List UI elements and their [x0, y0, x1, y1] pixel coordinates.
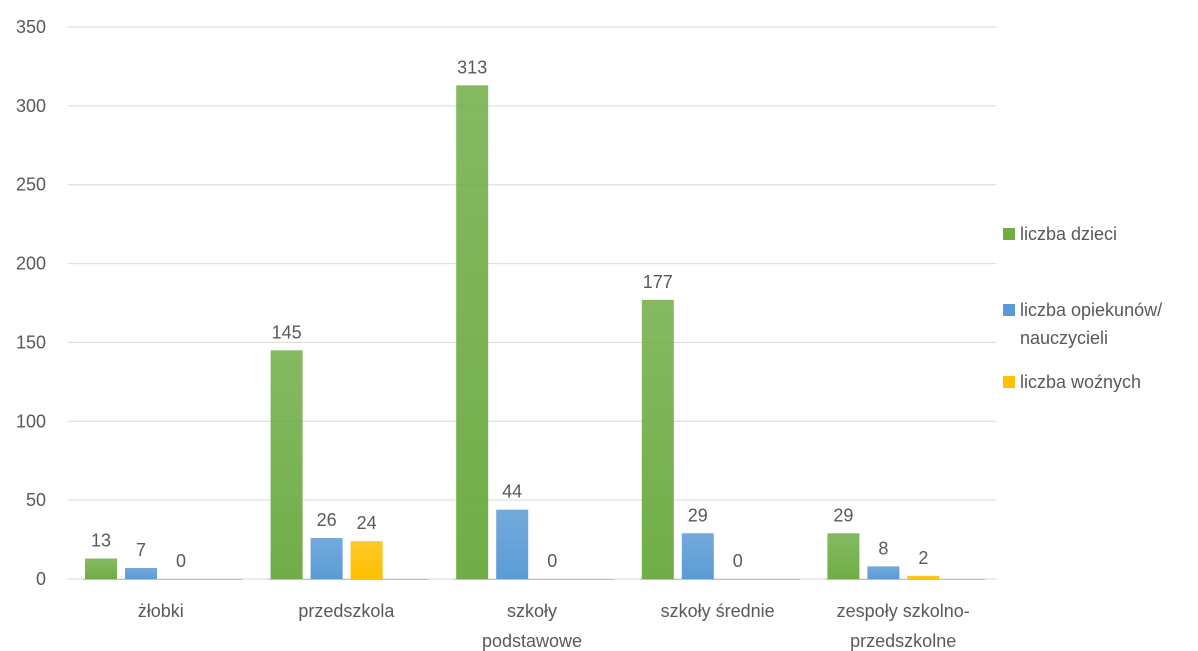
data-label: 0 — [547, 551, 557, 571]
bar — [681, 533, 714, 579]
data-label: 177 — [643, 272, 673, 292]
bars — [83, 85, 986, 580]
data-label: 0 — [176, 551, 186, 571]
y-axis-tick-labels: 0 50 100 150 200 250 300 350 — [16, 17, 46, 589]
data-label: 26 — [317, 510, 337, 530]
bar — [907, 575, 940, 579]
y-tick-label: 150 — [16, 332, 46, 352]
category-label: szkoły średnie — [661, 601, 775, 621]
data-label: 2 — [918, 548, 928, 568]
legend-label: liczba opiekunów/ — [1020, 300, 1162, 320]
data-label: 29 — [688, 505, 708, 525]
bar — [456, 85, 489, 580]
category-label: zespoły szkolno- — [837, 601, 970, 621]
x-axis-category-labels: żłobki przedszkola szkoły podstawowe szkoły … — [138, 601, 970, 651]
bar — [496, 509, 529, 579]
data-label: 13 — [91, 530, 111, 550]
bar — [350, 541, 383, 579]
bar — [827, 533, 860, 579]
data-label: 24 — [357, 513, 377, 533]
bar — [125, 567, 157, 579]
category-label: przedszkolne — [850, 631, 956, 651]
y-tick-label: 250 — [16, 175, 46, 195]
legend-swatch — [1003, 304, 1015, 316]
legend-swatch — [1003, 376, 1015, 388]
legend-label: nauczycieli — [1020, 328, 1108, 348]
bar — [270, 350, 303, 579]
data-labels: 13 7 0 145 26 24 313 44 0 177 29 0 29 8 2 — [91, 57, 928, 571]
y-tick-label: 100 — [16, 411, 46, 431]
y-tick-label: 300 — [16, 96, 46, 116]
legend-swatch — [1003, 228, 1015, 240]
category-label: podstawowe — [482, 631, 582, 651]
y-tick-label: 350 — [16, 17, 46, 37]
data-label: 44 — [502, 482, 522, 502]
data-label: 7 — [136, 540, 146, 560]
bar — [867, 566, 900, 579]
category-label: żłobki — [138, 601, 184, 621]
data-label: 0 — [733, 551, 743, 571]
category-label: przedszkola — [298, 601, 395, 621]
bar — [310, 537, 343, 579]
data-label: 29 — [833, 505, 853, 525]
legend-label: liczba woźnych — [1020, 372, 1141, 392]
y-tick-label: 200 — [16, 254, 46, 274]
data-label: 8 — [878, 538, 888, 558]
bar — [85, 558, 117, 579]
bar — [641, 299, 674, 579]
legend: liczba dzieci liczba opiekunów/nauczyciel… — [1003, 224, 1162, 392]
data-label: 313 — [457, 57, 487, 77]
category-label: szkoły — [507, 601, 557, 621]
y-tick-label: 0 — [36, 569, 46, 589]
data-label: 145 — [272, 322, 302, 342]
legend-label: liczba dzieci — [1020, 224, 1117, 244]
y-tick-label: 50 — [26, 490, 46, 510]
gridlines — [68, 26, 996, 580]
